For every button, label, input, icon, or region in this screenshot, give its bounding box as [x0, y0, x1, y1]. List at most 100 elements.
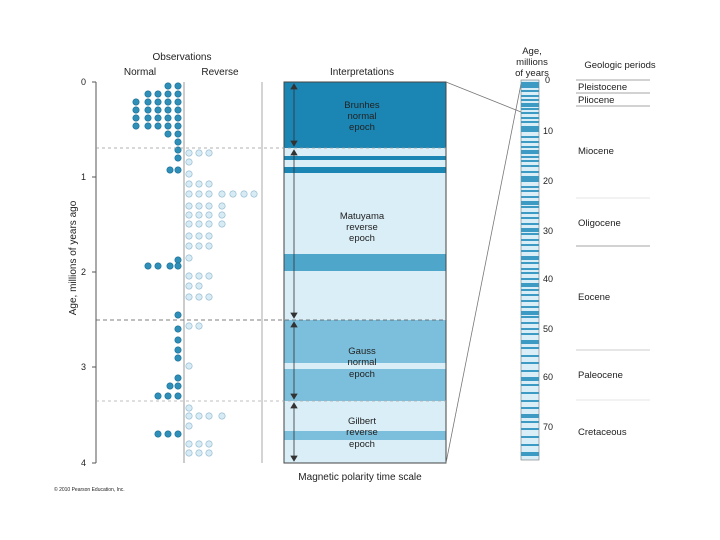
long-scale-normal-stripe: [521, 160, 539, 162]
period-oligocene: Oligocene: [578, 218, 621, 229]
reverse-observation-dot: [195, 293, 203, 301]
long-scale-normal-stripe: [521, 171, 539, 173]
long-scale-normal-stripe: [521, 206, 539, 208]
long-scale-normal-stripe: [521, 347, 539, 349]
reverse-observation-dot: [205, 220, 213, 228]
epoch-label-line: Gauss: [348, 346, 376, 357]
reverse-observation-dot: [205, 449, 213, 457]
normal-observation-dot: [166, 382, 174, 390]
normal-observation-dot: [174, 82, 182, 90]
normal-observation-dot: [154, 262, 162, 270]
timescale-tick-label: 20: [543, 176, 553, 186]
reverse-observation-dot: [218, 190, 226, 198]
reverse-observation-dot: [185, 412, 193, 420]
period-pleistocene: Pleistocene: [578, 82, 627, 93]
reverse-observation-dot: [185, 158, 193, 166]
reverse-observation-dot: [195, 412, 203, 420]
reverse-observation-dot: [195, 242, 203, 250]
long-scale-normal-stripe: [521, 126, 539, 130]
normal-event-band: [284, 431, 446, 440]
long-scale-normal-stripe: [521, 117, 539, 119]
long-scale-normal-stripe: [521, 244, 539, 246]
age-tick-label: 0: [81, 77, 86, 87]
normal-observation-dot: [174, 138, 182, 146]
long-scale-normal-stripe: [521, 141, 539, 143]
long-scale-normal-stripe: [521, 370, 539, 372]
reverse-observation-dot: [250, 190, 258, 198]
long-scale-normal-stripe: [521, 146, 539, 148]
normal-observation-dot: [164, 106, 172, 114]
polarity-column-border: [283, 81, 447, 464]
observation-dots: [132, 82, 258, 457]
reverse-observation-dot: [195, 190, 203, 198]
reverse-observation-dot: [195, 211, 203, 219]
timescale-title-line: Age,: [522, 46, 542, 57]
normal-observation-dot: [164, 130, 172, 138]
epoch-label-line: epoch: [349, 369, 375, 380]
copyright-notice: © 2010 Pearson Education, Inc.: [54, 486, 125, 493]
long-scale-normal-stripe: [521, 150, 539, 154]
period-cretaceous: Cretaceous: [578, 427, 627, 438]
epoch-span-arrows: [290, 83, 298, 462]
reverse-observation-dot: [185, 220, 193, 228]
reverse-observation-dot: [185, 293, 193, 301]
epoch-label-line: epoch: [349, 233, 375, 244]
reverse-observation-dot: [195, 282, 203, 290]
reverse-observation-dot: [218, 220, 226, 228]
long-scale-normal-stripe: [521, 268, 539, 270]
reverse-observation-dot: [185, 422, 193, 430]
reverse-observation-dot: [195, 149, 203, 157]
reverse-observation-dot: [195, 220, 203, 228]
long-scale-normal-stripe: [521, 377, 539, 381]
long-scale-normal-stripe: [521, 165, 539, 167]
reverse-observation-dot: [195, 272, 203, 280]
gauss-normal-band: [284, 320, 446, 401]
zoom-connector-top: [445, 81, 522, 113]
long-scale-normal-stripe: [521, 400, 539, 402]
long-scale-normal-stripe: [521, 82, 539, 86]
long-scale-normal-stripe: [521, 256, 539, 260]
normal-observation-dot: [174, 430, 182, 438]
normal-observation-dot: [164, 430, 172, 438]
timescale-tick-label: 50: [543, 324, 553, 334]
reverse-observation-dot: [205, 190, 213, 198]
normal-observation-dot: [174, 146, 182, 154]
normal-observation-dot: [164, 82, 172, 90]
long-scale-normal-stripe: [521, 311, 539, 315]
long-scale-normal-stripe: [521, 384, 539, 386]
epoch-label-line: epoch: [349, 439, 375, 450]
timescale-tick-label: 0: [545, 75, 550, 85]
long-scale-normal-stripe: [521, 289, 539, 291]
reverse-observation-dot: [185, 211, 193, 219]
period-miocene: Miocene: [578, 146, 614, 157]
reverse-observation-dot: [185, 242, 193, 250]
long-scale-normal-stripe: [521, 421, 539, 423]
long-scale-normal-stripe: [521, 392, 539, 394]
long-scale-normal-stripe: [521, 340, 539, 344]
long-scale-normal-stripe: [521, 95, 539, 97]
normal-observation-dot: [174, 106, 182, 114]
reverse-observation-dot: [195, 232, 203, 240]
brunhes-normal-band: [284, 82, 446, 148]
epoch-label-line: reverse: [346, 427, 378, 438]
long-scale-normal-stripe: [521, 136, 539, 138]
reverse-observation-dot: [205, 272, 213, 280]
normal-observation-dot: [174, 256, 182, 264]
period-pliocene: Pliocene: [578, 95, 614, 106]
reverse-event-band: [284, 363, 446, 369]
timescale-tick-label: 40: [543, 274, 553, 284]
long-scale-normal-stripe: [521, 239, 539, 241]
normal-observation-dot: [164, 392, 172, 400]
normal-observation-dot: [132, 114, 140, 122]
normal-observation-dot: [154, 122, 162, 130]
long-scale-normal-stripe: [521, 278, 539, 280]
long-scale-normal-stripe: [521, 217, 539, 219]
long-scale-normal-stripe: [521, 272, 539, 274]
normal-observation-dot: [164, 98, 172, 106]
normal-observation-dot: [144, 98, 152, 106]
matuyama-label: Matuyama reverse epoch: [340, 211, 385, 244]
long-scale-normal-stripe: [521, 190, 539, 192]
normal-observation-dot: [174, 90, 182, 98]
normal-observation-dot: [154, 106, 162, 114]
reverse-observation-dot: [185, 272, 193, 280]
